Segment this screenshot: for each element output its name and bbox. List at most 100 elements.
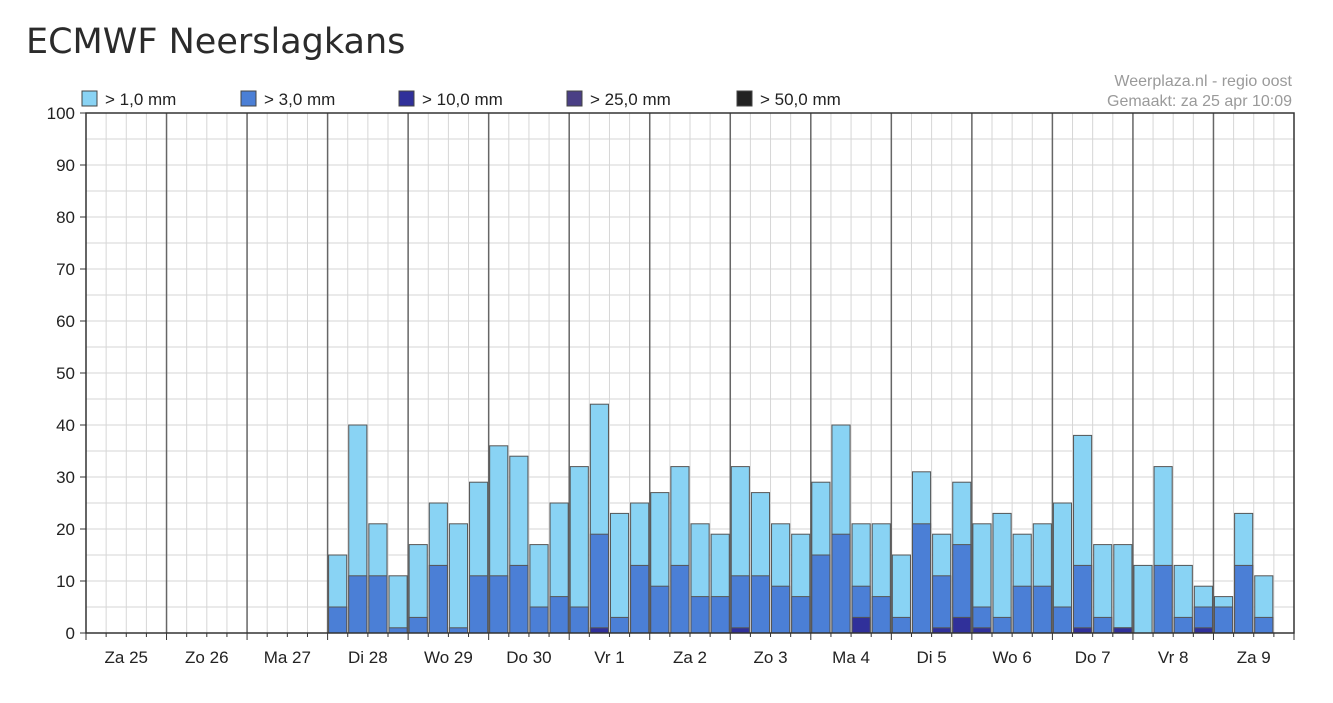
bar-1 <box>992 512 1012 634</box>
y-tick-label: 70 <box>56 260 75 279</box>
day-separators <box>165 113 1215 633</box>
legend-swatch <box>81 90 98 107</box>
bar-2 <box>831 533 851 634</box>
x-tick-label: Ma 27 <box>264 648 311 667</box>
y-tick-label: 20 <box>56 520 75 539</box>
bar-2 <box>348 575 368 634</box>
x-tick-label: Wo 6 <box>992 648 1031 667</box>
x-tick-label: Di 5 <box>916 648 946 667</box>
legend-label: > 25,0 mm <box>590 90 671 109</box>
x-tick-label: Do 7 <box>1075 648 1111 667</box>
grid <box>86 113 1294 633</box>
axes: 0 10 20 30 40 50 60 70 80 90 100 Za 25 Zo 26 Ma 27 Di … <box>47 104 1295 667</box>
y-tick-label: 80 <box>56 208 75 227</box>
x-tick-label: Vr 8 <box>1158 648 1189 667</box>
bar-2 <box>1093 616 1113 634</box>
legend-label: > 3,0 mm <box>264 90 335 109</box>
bar-2 <box>1173 616 1193 634</box>
bar-2 <box>388 627 408 634</box>
bar-3 <box>1193 627 1213 634</box>
bar-3 <box>1073 627 1093 634</box>
x-tick-label: Zo 26 <box>185 648 228 667</box>
y-tick-label: 0 <box>66 624 75 643</box>
y-tick-label: 90 <box>56 156 75 175</box>
bar-3 <box>730 627 750 634</box>
bar-3 <box>851 616 871 634</box>
bar-2 <box>589 533 609 634</box>
legend-label: > 50,0 mm <box>760 90 841 109</box>
x-tick-label: Za 9 <box>1237 648 1271 667</box>
bar-2 <box>1012 585 1032 634</box>
x-tick-label: Di 28 <box>348 648 388 667</box>
bar-3 <box>1113 627 1133 634</box>
bar-2 <box>1153 564 1173 634</box>
bar-2 <box>368 575 388 634</box>
bar-2 <box>489 575 509 634</box>
legend-swatch <box>566 90 583 107</box>
x-tick-label: Za 25 <box>105 648 148 667</box>
precipitation-chart: 0 10 20 30 40 50 60 70 80 90 100 Za 25 Zo 26 Ma 27 Di … <box>47 73 1295 667</box>
bar-2 <box>1254 616 1274 634</box>
legend-label: > 10,0 mm <box>422 90 503 109</box>
legend-swatch <box>398 90 415 107</box>
x-tick-label: Zo 3 <box>754 648 788 667</box>
bar-2 <box>569 606 589 634</box>
bar-1 <box>388 575 408 634</box>
y-tick-label: 30 <box>56 468 75 487</box>
bar-2 <box>992 616 1012 634</box>
bar-2 <box>1052 606 1073 634</box>
bar-2 <box>690 596 710 634</box>
bar-2 <box>408 616 428 634</box>
legend-label: > 1,0 mm <box>105 90 176 109</box>
bar-2 <box>469 575 489 634</box>
y-tick-label: 10 <box>56 572 75 591</box>
bar-2 <box>750 575 771 634</box>
bar-2 <box>911 523 932 634</box>
bar-2 <box>670 564 690 634</box>
bar-2 <box>771 585 791 634</box>
legend-swatch <box>240 90 257 107</box>
bar-1 <box>448 523 469 634</box>
bar-3 <box>972 627 992 634</box>
bar-2 <box>932 575 952 634</box>
x-tick-label: Do 30 <box>506 648 551 667</box>
bar-2 <box>328 606 348 634</box>
bar-2 <box>428 564 448 634</box>
bar-2 <box>791 596 811 634</box>
y-tick-label: 100 <box>47 104 75 123</box>
bar-1 <box>609 512 630 634</box>
bar-2 <box>509 564 529 634</box>
bar-1 <box>1113 544 1133 634</box>
bar-3 <box>589 627 609 634</box>
bar-2 <box>549 596 569 634</box>
bar-2 <box>630 564 650 634</box>
bar-2 <box>891 616 911 634</box>
legend-swatch <box>736 90 753 107</box>
y-tick-label: 40 <box>56 416 75 435</box>
bar-2 <box>811 554 831 634</box>
bar-2 <box>1234 564 1254 634</box>
bar-2 <box>871 596 891 634</box>
bar-3 <box>932 627 952 634</box>
chart-container: 0 10 20 30 40 50 60 70 80 90 100 Za 25 Zo 26 Ma 27 Di … <box>0 60 1333 698</box>
bar-2 <box>609 616 630 634</box>
page-title: ECMWF Neerslagkans <box>26 22 406 62</box>
bar-2 <box>448 627 469 634</box>
x-tick-label: Ma 4 <box>832 648 870 667</box>
y-tick-label: 50 <box>56 364 75 383</box>
legend: > 1,0 mm > 3,0 mm > 10,0 mm > 25,0 mm > 50,0… <box>81 90 841 109</box>
source-line-1: Weerplaza.nl - regio oost <box>1114 73 1292 90</box>
bar-2 <box>1073 564 1093 634</box>
source-line-2: Gemaakt: za 25 apr 10:09 <box>1107 93 1292 110</box>
bar-2 <box>1032 585 1052 634</box>
bar-2 <box>650 585 670 634</box>
bar-2 <box>710 596 730 634</box>
bar-3 <box>952 616 972 634</box>
bar-2 <box>529 606 549 634</box>
x-tick-label: Wo 29 <box>424 648 473 667</box>
y-tick-label: 60 <box>56 312 75 331</box>
bar-2 <box>730 575 750 634</box>
bar-2 <box>1213 606 1234 634</box>
bar-1 <box>1133 564 1153 634</box>
x-tick-label: Vr 1 <box>594 648 625 667</box>
